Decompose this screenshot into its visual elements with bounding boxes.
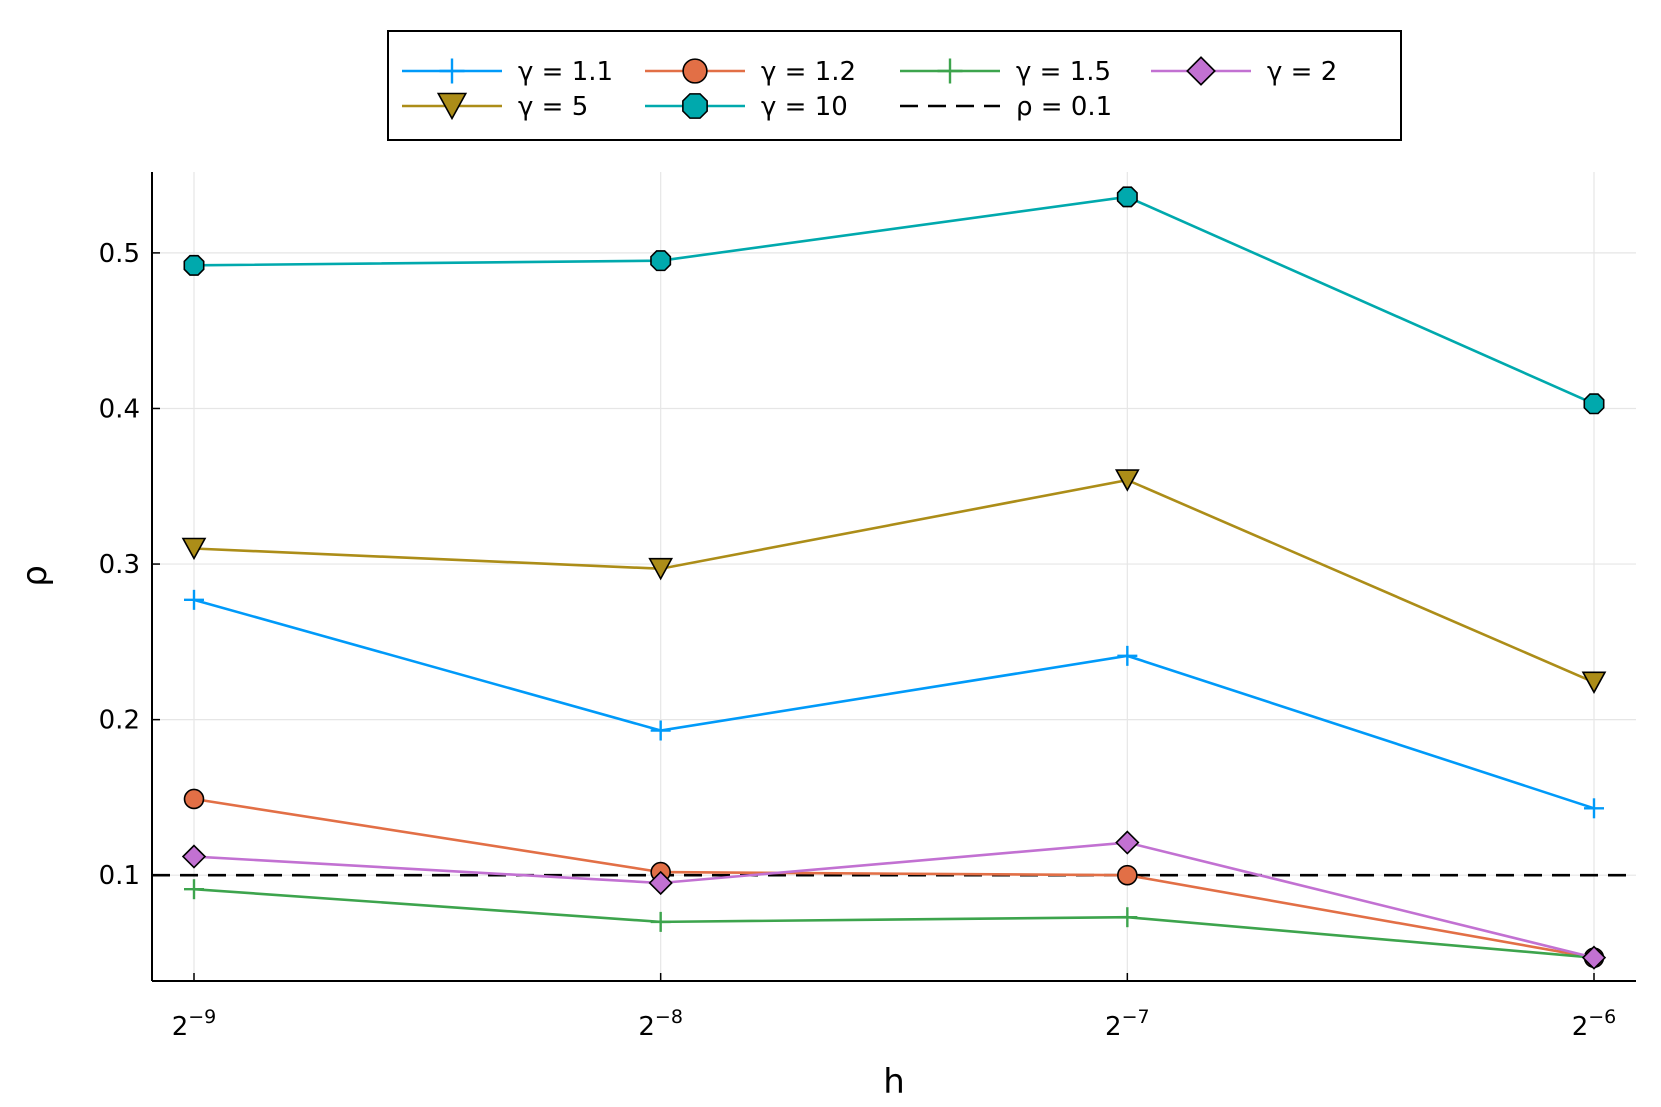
series-3-point-3: [1581, 945, 1607, 970]
legend-marker-1: [682, 58, 708, 84]
series-5-point-1: [650, 250, 672, 272]
series-0-line: [193, 598, 1595, 810]
legend-marker-0: [439, 58, 465, 84]
legend-label-5: γ = 10: [761, 92, 848, 122]
legend-marker-3: [1186, 56, 1216, 86]
axes: [151, 172, 1636, 982]
x-tick-label-2: 2−7: [1105, 1006, 1150, 1042]
series-3-point-1: [648, 870, 673, 896]
legend-marker-5: [682, 93, 708, 119]
x-tick-base-0: 2: [172, 1012, 189, 1042]
x-tick-exponent-2: −7: [1122, 1006, 1150, 1028]
series-0-point-0: [184, 589, 204, 610]
series-4-point-3: [1581, 671, 1607, 694]
series-2-line: [193, 887, 1595, 959]
legend-item-3: γ = 2: [1151, 56, 1337, 87]
series-1-point-0: [183, 788, 205, 810]
series-3-point-2: [1115, 830, 1140, 855]
series-layer: [181, 186, 1607, 970]
x-tick-label-1: 2−8: [638, 1006, 683, 1042]
x-tick-base-1: 2: [638, 1012, 655, 1042]
x-tick-exponent-3: −6: [1588, 1006, 1616, 1028]
x-ticks: 2−9 2−8 2−7 2−6: [172, 973, 1617, 1042]
series-4-point-0: [181, 537, 207, 561]
series-5-point-0: [183, 254, 205, 276]
series-5: [183, 186, 1605, 415]
y-tick-label-3: 0.4: [99, 394, 140, 424]
series-4-line: [193, 478, 1595, 684]
x-tick-label-0: 2−9: [172, 1006, 217, 1042]
series-5-line: [193, 195, 1595, 405]
legend-label-0: γ = 1.1: [518, 57, 613, 87]
y-tick-label-4: 0.5: [99, 239, 140, 269]
legend-label-4: γ = 5: [518, 92, 588, 122]
x-tick-exponent-1: −8: [655, 1006, 683, 1028]
series-3: [181, 830, 1607, 970]
x-axis-title: h: [883, 1062, 905, 1102]
x-tick-base-2: 2: [1105, 1012, 1122, 1042]
series-2: [184, 879, 1604, 968]
series-0-point-2: [1117, 645, 1138, 666]
legend-box: [387, 30, 1402, 141]
series-0: [184, 589, 1604, 819]
legend: γ = 1.1 γ = 1.2 γ = 1.5 γ = 2 γ = 5 γ = 10 ρ =…: [387, 30, 1402, 141]
series-1-line: [193, 797, 1595, 959]
y-tick-label-0: 0.1: [99, 861, 140, 891]
legend-label-1: γ = 1.2: [761, 57, 856, 87]
y-axis-title: ρ: [15, 565, 55, 587]
y-ticks: 0.1 0.2 0.3 0.4 0.5: [99, 239, 160, 891]
series-0-point-1: [650, 720, 671, 741]
legend-label-6: ρ = 0.1: [1016, 92, 1112, 122]
series-1-point-2: [1117, 864, 1138, 886]
grid: [152, 172, 1636, 981]
legend-item-2: γ = 1.5: [900, 57, 1111, 87]
series-4-point-2: [1114, 469, 1140, 492]
series-3-point-0: [181, 844, 207, 869]
series-4: [181, 469, 1607, 694]
series-2-point-1: [650, 911, 671, 932]
x-tick-base-3: 2: [1572, 1012, 1589, 1042]
y-tick-label-2: 0.3: [99, 550, 140, 580]
series-0-point-3: [1584, 798, 1604, 819]
series-2-point-2: [1117, 907, 1138, 928]
legend-label-3: γ = 2: [1267, 57, 1337, 87]
x-tick-exponent-0: −9: [188, 1006, 216, 1028]
legend-marker-2: [937, 58, 963, 84]
series-4-point-1: [648, 557, 674, 581]
legend-item-1: γ = 1.2: [645, 57, 856, 87]
x-tick-label-3: 2−6: [1572, 1006, 1617, 1042]
series-5-point-2: [1116, 186, 1138, 208]
legend-marker-4: [436, 92, 468, 121]
series-2-point-0: [184, 879, 204, 900]
series-5-point-3: [1583, 393, 1605, 415]
y-tick-label-1: 0.2: [99, 706, 140, 736]
legend-label-2: γ = 1.5: [1016, 57, 1111, 87]
legend-item-5: γ = 10: [645, 92, 848, 122]
legend-item-6: ρ = 0.1: [900, 92, 1112, 122]
legend-item-4: γ = 5: [402, 92, 588, 122]
series-3-line: [193, 841, 1595, 959]
legend-item-0: γ = 1.1: [402, 57, 613, 87]
